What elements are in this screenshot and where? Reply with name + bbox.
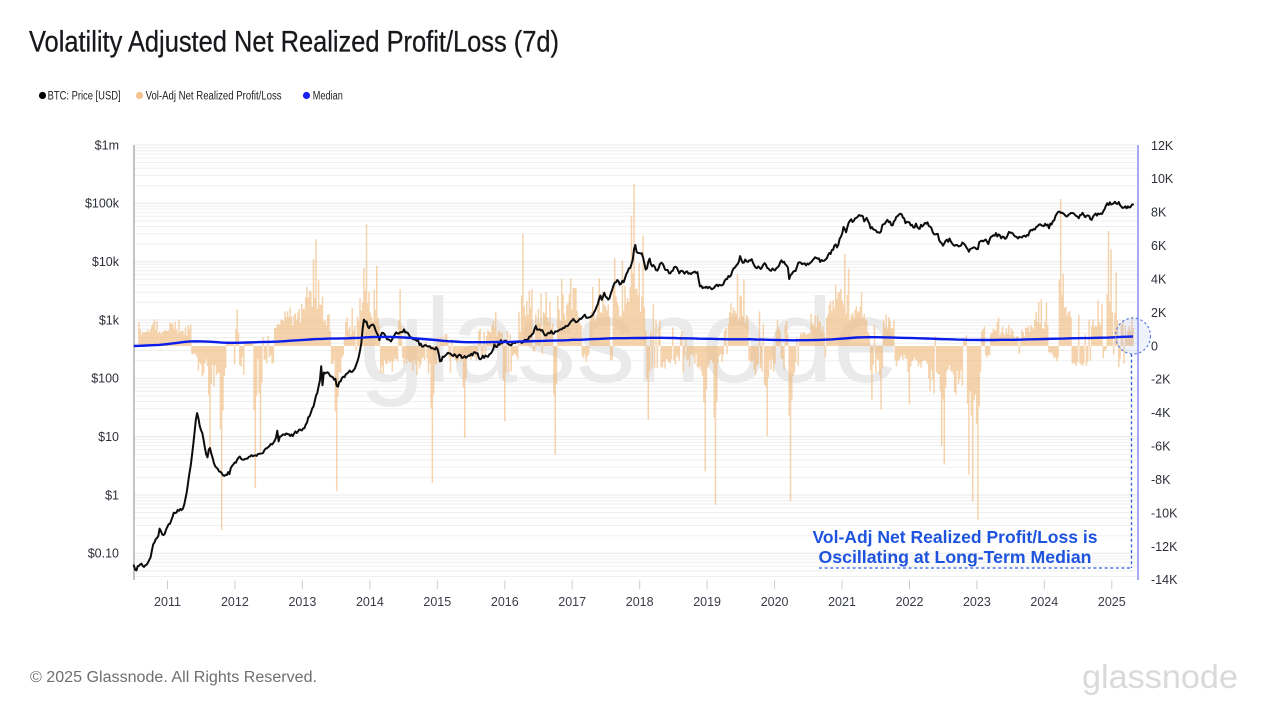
svg-text:12K: 12K <box>1151 139 1174 153</box>
svg-text:2017: 2017 <box>558 595 586 609</box>
svg-text:2018: 2018 <box>626 595 654 609</box>
svg-text:2022: 2022 <box>896 595 924 609</box>
svg-text:$1m: $1m <box>95 138 119 152</box>
svg-text:2024: 2024 <box>1030 595 1058 609</box>
svg-text:8K: 8K <box>1151 206 1167 220</box>
svg-text:2015: 2015 <box>423 595 451 609</box>
svg-text:-2K: -2K <box>1151 373 1171 387</box>
svg-text:2020: 2020 <box>761 595 789 609</box>
svg-text:BTC: Price [USD]: BTC: Price [USD] <box>48 91 121 103</box>
svg-text:-4K: -4K <box>1151 406 1171 420</box>
svg-text:2025: 2025 <box>1098 595 1126 609</box>
svg-text:6K: 6K <box>1151 239 1167 253</box>
svg-text:Volatility Adjusted Net Realiz: Volatility Adjusted Net Realized Profit/… <box>29 26 559 59</box>
svg-text:10K: 10K <box>1151 172 1174 186</box>
svg-text:2014: 2014 <box>356 595 384 609</box>
svg-text:glassnode: glassnode <box>1082 658 1238 695</box>
svg-text:© 2025 Glassnode. All Rights R: © 2025 Glassnode. All Rights Reserved. <box>30 669 317 686</box>
svg-text:$0.10: $0.10 <box>88 547 119 561</box>
svg-text:2023: 2023 <box>963 595 991 609</box>
svg-text:Vol-Adj Net Realized Profit/Lo: Vol-Adj Net Realized Profit/Loss is <box>813 527 1098 547</box>
svg-text:$1: $1 <box>105 488 119 502</box>
svg-text:$10k: $10k <box>92 255 120 269</box>
svg-text:-8K: -8K <box>1151 473 1171 487</box>
svg-text:$100k: $100k <box>85 197 120 211</box>
svg-text:4K: 4K <box>1151 273 1167 287</box>
svg-text:Oscillating at Long-Term Media: Oscillating at Long-Term Median <box>819 547 1092 567</box>
svg-text:$10: $10 <box>98 430 119 444</box>
svg-text:-14K: -14K <box>1151 573 1178 587</box>
svg-text:2016: 2016 <box>491 595 519 609</box>
svg-text:0: 0 <box>1151 339 1158 353</box>
svg-text:-10K: -10K <box>1151 506 1178 520</box>
svg-text:2019: 2019 <box>693 595 721 609</box>
svg-text:2021: 2021 <box>828 595 856 609</box>
svg-text:2013: 2013 <box>288 595 316 609</box>
svg-text:2011: 2011 <box>154 595 181 609</box>
svg-text:Median: Median <box>313 91 343 103</box>
svg-text:$1k: $1k <box>99 313 120 327</box>
svg-text:Vol-Adj Net Realized Profit/Lo: Vol-Adj Net Realized Profit/Loss <box>146 91 282 103</box>
svg-text:2012: 2012 <box>221 595 249 609</box>
svg-text:-6K: -6K <box>1151 440 1171 454</box>
svg-text:-12K: -12K <box>1151 540 1178 554</box>
svg-text:$100: $100 <box>91 372 119 386</box>
svg-text:2K: 2K <box>1151 306 1167 320</box>
